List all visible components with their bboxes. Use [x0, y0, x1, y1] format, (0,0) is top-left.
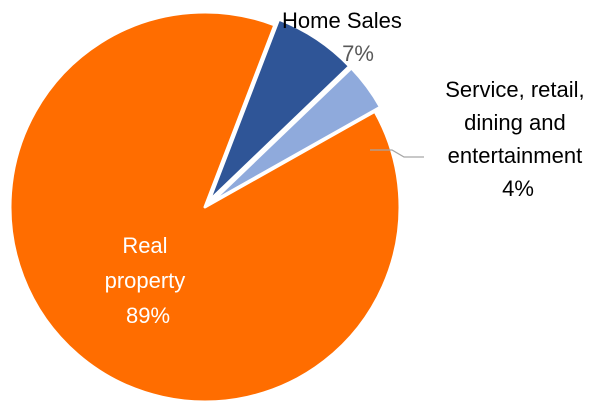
- slice-value-home-sales: 7%: [342, 41, 374, 66]
- pie-slice-home-sales: [207, 17, 352, 203]
- slice-label-service-retail-line2: dining and: [464, 110, 566, 135]
- slice-label-home-sales: Home Sales 7%: [282, 8, 408, 66]
- slice-value-real-property: 89%: [126, 303, 170, 328]
- pie-slice-service-retail-dining-and-entertainment: [209, 66, 383, 205]
- slice-label-service-retail: Service, retail, dining and entertainmen…: [445, 77, 591, 201]
- pie-slices: [8, 10, 402, 402]
- slice-label-real-property-line2: property: [105, 268, 186, 293]
- slice-label-home-sales-line1: Home Sales: [282, 8, 402, 33]
- slice-label-service-retail-line1: Service, retail,: [445, 77, 584, 102]
- slice-label-real-property: Real property 89%: [105, 233, 192, 328]
- slice-label-service-retail-line3: entertainment: [448, 143, 583, 168]
- pie-slice-real-property: [8, 10, 402, 402]
- slice-label-real-property-line1: Real: [122, 233, 167, 258]
- slice-value-service-retail: 4%: [502, 176, 534, 201]
- leader-line: [370, 149, 424, 158]
